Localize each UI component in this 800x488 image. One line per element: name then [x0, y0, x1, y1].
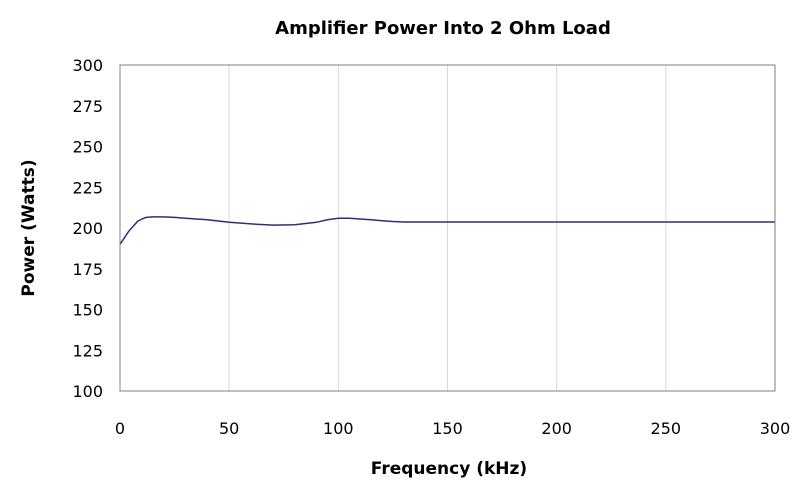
- x-axis-ticks: 0 50 100 150 200 250 300: [115, 419, 790, 438]
- y-tick-label: 175: [72, 260, 103, 279]
- series-layer: [119, 216, 775, 245]
- y-tick-label: 150: [72, 301, 103, 320]
- y-tick-label: 275: [72, 97, 103, 116]
- x-tick-label: 150: [432, 419, 463, 438]
- plot-area: [119, 64, 776, 392]
- x-tick-label: 0: [115, 419, 125, 438]
- y-tick-label: 250: [72, 138, 103, 157]
- y-tick-label: 225: [72, 178, 103, 197]
- x-tick-label: 250: [651, 419, 682, 438]
- y-tick-label: 300: [72, 56, 103, 75]
- x-tick-label: 100: [323, 419, 354, 438]
- grid-lines: [228, 65, 667, 391]
- x-tick-label: 300: [760, 419, 791, 438]
- y-tick-label: 200: [72, 219, 103, 238]
- chart-title: Amplifier Power Into 2 Ohm Load: [275, 18, 611, 39]
- y-axis-ticks: 100 125 150 175 200 225 250 275 300: [72, 56, 103, 401]
- x-tick-label: 200: [541, 419, 572, 438]
- x-axis-label: Frequency (kHz): [371, 459, 527, 479]
- y-tick-label: 125: [72, 341, 103, 360]
- x-tick-label: 50: [219, 419, 239, 438]
- y-axis-label: Power (Watts): [19, 159, 39, 296]
- y-tick-label: 100: [72, 382, 103, 401]
- series-line: [119, 216, 775, 245]
